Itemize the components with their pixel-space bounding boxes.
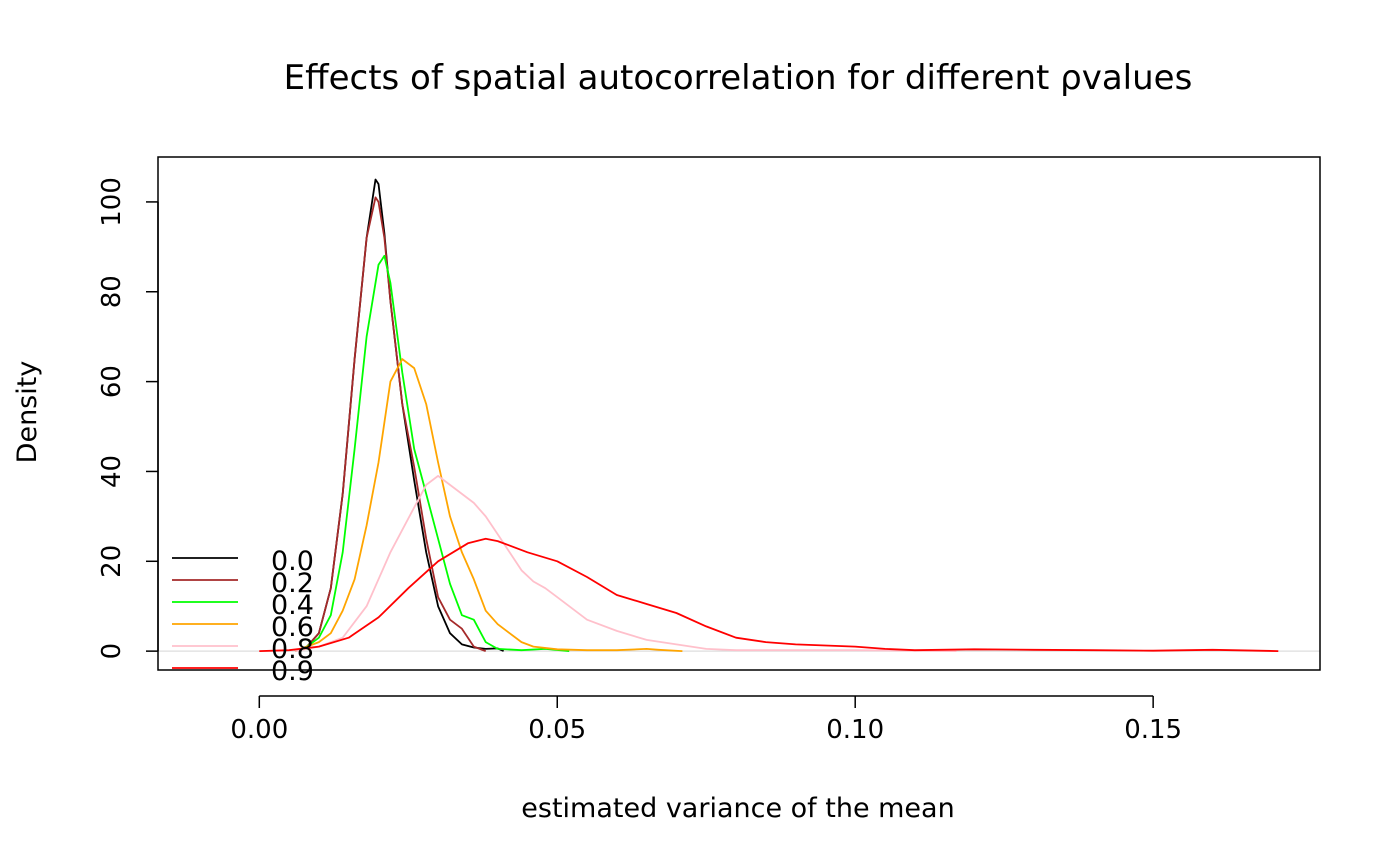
series-line-0-2 (294, 196, 487, 652)
legend-label: 0.6 (271, 612, 314, 643)
plot-frame (157, 156, 1321, 671)
y-tick-label: 20 (97, 545, 127, 578)
legend-label: 0.9 (271, 656, 314, 687)
y-tick-label: 0 (97, 643, 127, 660)
chart-title: Effects of spatial autocorrelation for d… (284, 58, 1193, 98)
x-axis: 0.00 0.05 0.10 0.15 (230, 695, 1182, 745)
series-line-0-6 (294, 358, 683, 652)
y-tick-label: 60 (97, 365, 127, 398)
y-tick-label: 80 (97, 275, 127, 308)
y-axis: 0 20 40 60 80 100 (97, 177, 159, 660)
x-tick-label: 0.00 (230, 715, 288, 745)
series-line-0-0 (294, 178, 504, 652)
x-tick-label: 0.15 (1124, 715, 1182, 745)
legend: 0.00.20.40.60.80.9 (172, 546, 314, 687)
series-layer (259, 178, 1279, 652)
series-line-0-8 (294, 475, 957, 652)
legend-label: 0.8 (271, 634, 314, 665)
y-axis-label: Density (12, 361, 43, 464)
y-tick-label: 40 (97, 455, 127, 488)
x-tick-label: 0.10 (826, 715, 884, 745)
series-line-0-9 (259, 537, 1279, 652)
legend-label: 0.0 (271, 546, 314, 577)
x-tick-label: 0.05 (528, 715, 586, 745)
series-line-0-4 (294, 254, 570, 652)
legend-label: 0.4 (271, 590, 314, 621)
legend-label: 0.2 (271, 568, 314, 599)
y-tick-label: 100 (97, 177, 127, 227)
x-axis-label: estimated variance of the mean (521, 793, 954, 824)
